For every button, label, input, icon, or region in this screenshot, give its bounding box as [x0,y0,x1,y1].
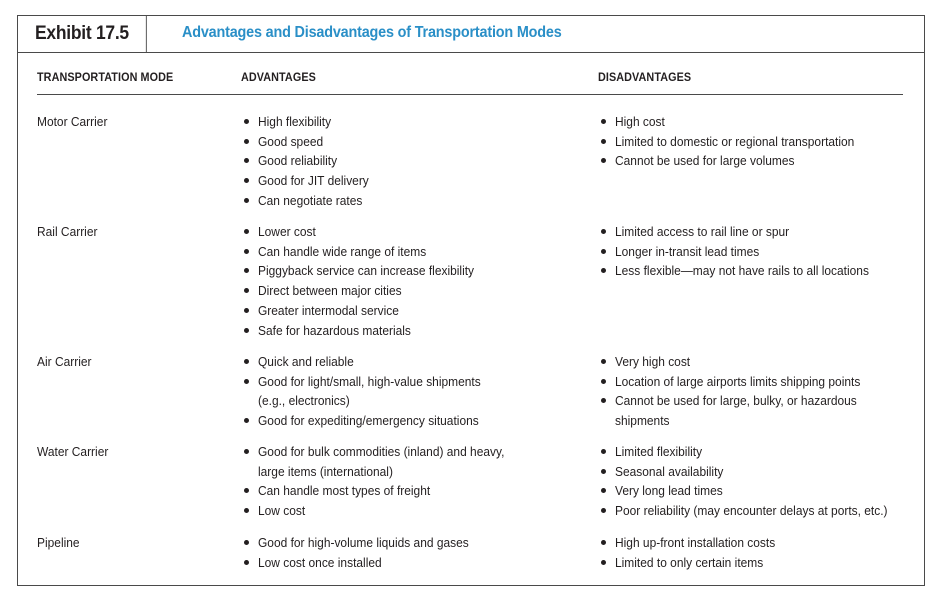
disadvantage-item: Limited to only certain items [598,553,918,573]
exhibit-label: Exhibit 17.5 [18,16,147,52]
advantage-item: Can negotiate rates [241,191,561,211]
advantage-item: Greater intermodal service [241,301,561,321]
transportation-mode: Water Carrier [37,444,109,459]
advantage-item: Piggyback service can increase flexibili… [241,261,561,281]
advantage-item: Good for expediting/emergency situations [241,411,561,431]
advantage-item: Good speed [241,132,561,152]
disadvantage-item: Limited access to rail line or spur [598,222,918,242]
advantage-item: Good for bulk commodities (inland) and h… [241,442,561,481]
advantages-list: Good for high-volume liquids and gases Lo… [241,533,561,572]
advantage-item: Direct between major cities [241,281,561,301]
column-header-disadvantages: DISADVANTAGES [598,70,692,84]
advantage-item: Good reliability [241,151,561,171]
advantage-item: Low cost once installed [241,553,561,573]
advantage-item: Lower cost [241,222,561,242]
column-header-advantages: ADVANTAGES [241,70,316,84]
disadvantage-item: Very long lead times [598,481,918,501]
advantages-list: Lower cost Can handle wide range of items… [241,222,561,340]
disadvantage-item: Location of large airports limits shippi… [598,372,918,392]
disadvantages-list: Very high cost Location of large airports… [598,352,918,431]
advantage-item: Good for light/small, high-value shipmen… [241,372,561,411]
transportation-mode: Motor Carrier [37,114,108,129]
disadvantage-item: Limited flexibility [598,442,918,462]
disadvantage-item: High cost [598,112,918,132]
transportation-mode: Air Carrier [37,354,92,369]
advantage-item: Low cost [241,501,561,521]
disadvantages-list: Limited flexibility Seasonal availability… [598,442,918,521]
advantage-item: High flexibility [241,112,561,132]
disadvantages-list: High up-front installation costs Limited … [598,533,918,572]
transportation-mode: Pipeline [37,535,80,550]
disadvantage-item: Cannot be used for large, bulky, or haza… [598,391,918,430]
exhibit-title: Advantages and Disadvantages of Transpor… [182,24,562,41]
disadvantage-item: Seasonal availability [598,462,918,482]
column-header-mode: TRANSPORTATION MODE [37,70,174,84]
advantage-item: Good for JIT delivery [241,171,561,191]
column-header-divider [37,94,903,95]
advantage-item: Good for high-volume liquids and gases [241,533,561,553]
disadvantage-item: Longer in-transit lead times [598,242,918,262]
disadvantage-item: Poor reliability (may encounter delays a… [598,501,918,521]
disadvantage-item: High up-front installation costs [598,533,918,553]
advantage-item: Safe for hazardous materials [241,321,561,341]
transportation-mode: Rail Carrier [37,224,98,239]
disadvantages-list: Limited access to rail line or spur Longe… [598,222,918,281]
advantage-item: Can handle most types of freight [241,481,561,501]
disadvantage-item: Cannot be used for large volumes [598,151,918,171]
advantages-list: Good for bulk commodities (inland) and h… [241,442,561,521]
header-divider [18,52,924,53]
disadvantages-list: High cost Limited to domestic or regional… [598,112,918,171]
disadvantage-item: Very high cost [598,352,918,372]
disadvantage-item: Less flexible—may not have rails to all … [598,261,918,281]
exhibit-box: Exhibit 17.5 Advantages and Disadvantage… [17,15,925,586]
advantage-item: Quick and reliable [241,352,561,372]
advantage-item: Can handle wide range of items [241,242,561,262]
disadvantage-item: Limited to domestic or regional transpor… [598,132,918,152]
advantages-list: High flexibility Good speed Good reliabili… [241,112,561,211]
advantages-list: Quick and reliable Good for light/small, … [241,352,561,431]
